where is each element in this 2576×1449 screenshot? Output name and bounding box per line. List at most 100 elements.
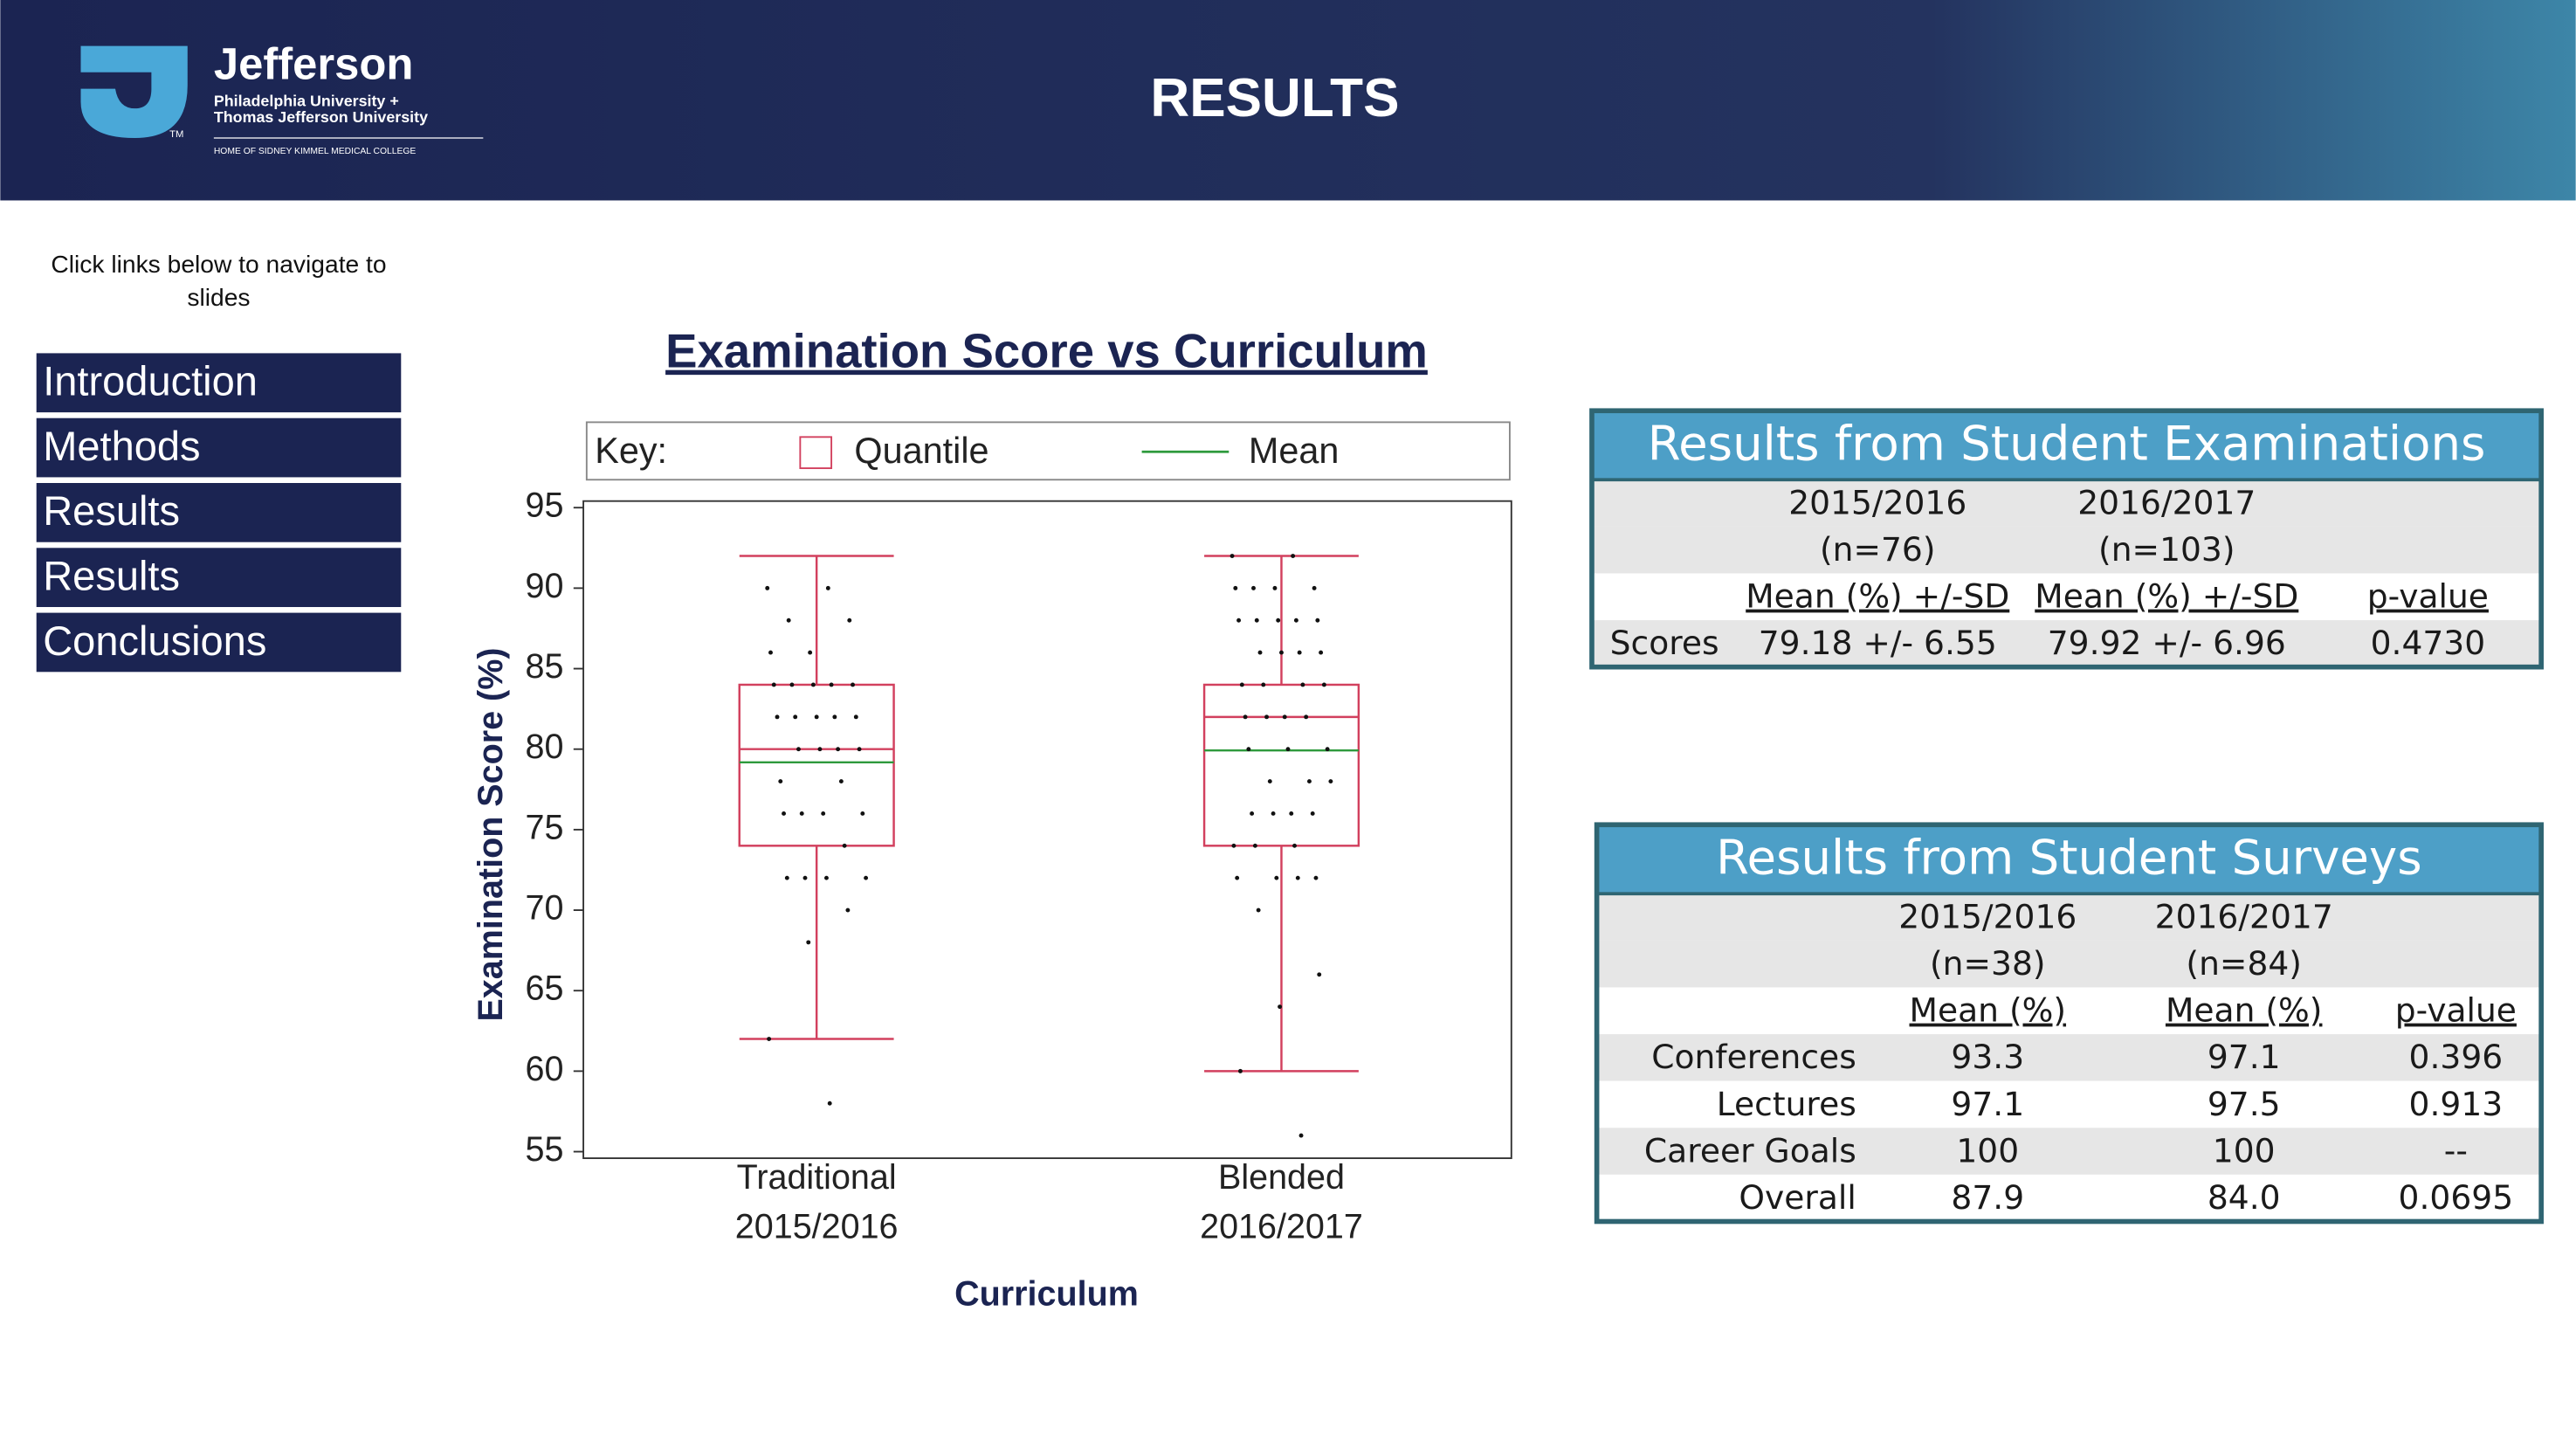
nav-link[interactable]: Introduction [36,353,402,413]
data-point [1254,618,1259,623]
table-header: (n=76) [1820,530,1936,569]
table-border [1589,408,2544,670]
data-point [1292,843,1297,848]
data-point [1231,843,1236,848]
data-point [1297,650,1302,655]
legend-box [585,421,1511,481]
table-row-bg [1591,526,2542,574]
data-point [1313,875,1319,880]
table-row-label: Scores [1610,624,1719,662]
table-cell: 100 [2213,1131,2276,1170]
legend-label: Mean [1249,431,1340,471]
nav-link-bg[interactable] [36,417,402,478]
table-row-bg [1591,573,2542,621]
results-table: Results from Student Examinations 2015/20… [1589,408,2544,670]
x-axis-label: Curriculum [954,1275,1139,1314]
data-point [827,1101,832,1106]
table-title: Results from Student Surveys [1716,830,2422,886]
data-point [1278,1004,1283,1010]
data-point [1246,747,1251,752]
y-tick-label: 80 [526,728,564,766]
nav-link-label[interactable]: Results [43,487,180,534]
y-tick-label: 70 [526,888,564,927]
table-row-bg [1596,987,2542,1035]
table-cell: 0.0695 [2399,1178,2514,1217]
nav-link[interactable]: Results [36,548,402,608]
nav-link-bg[interactable] [36,612,402,673]
table-row-label: Conferences [1651,1038,1856,1076]
data-point [1274,875,1279,880]
data-point [832,714,837,720]
data-point [793,714,798,720]
table-cell: 0.4730 [2371,624,2486,662]
table-header: (n=103) [2098,530,2235,569]
table-cell: 79.92 +/- 6.96 [2048,624,2286,662]
y-tick-label: 85 [526,647,564,686]
data-point [802,875,808,880]
data-point [808,650,813,655]
nav-note: Click links below to navigate to slides [51,251,387,313]
data-point [806,940,811,945]
data-point [1250,811,1255,816]
data-point [1293,618,1298,623]
nav-link-bg[interactable] [36,548,402,608]
data-point [1328,779,1333,784]
nav-link-label[interactable]: Results [43,552,180,598]
data-point [1282,714,1287,720]
nav-link-label[interactable]: Conclusions [43,618,266,664]
logo-icon [80,45,188,138]
logo-tm: TM [169,129,183,140]
box [1202,683,1360,847]
nav-note-box: Click links below to navigate to slides [51,251,387,313]
data-point [1285,747,1291,752]
table-row-label: Lectures [1717,1085,1856,1123]
table-header: 2015/2016 [1898,897,2077,935]
data-point [784,875,789,880]
logo-name: Jefferson [214,39,414,89]
nav-link-bg[interactable] [36,353,402,413]
table-row-bg [1596,1080,2542,1128]
table-row-label: Career Goals [1644,1131,1856,1170]
data-point [1300,682,1305,687]
y-tick-label: 55 [526,1130,564,1169]
table-header: Mean (%) [1910,991,2067,1030]
table-row-bg [1596,894,2542,941]
table-header: 2015/2016 [1788,483,1966,521]
nav-link-label[interactable]: Methods [43,423,200,469]
data-point [1298,1133,1304,1138]
x-tick-label: Blended [1218,1158,1345,1197]
table-cell: 93.3 [1951,1038,2024,1076]
data-point [1317,972,1322,977]
data-point [1312,585,1317,590]
data-point [817,747,823,752]
data-point [810,682,816,687]
data-point [824,875,829,880]
table-cell: 0.913 [2409,1085,2504,1123]
table-cell: -- [2444,1131,2468,1170]
tables: Results from Student Examinations 2015/20… [1589,408,2544,1225]
nav-link[interactable]: Results [36,483,402,542]
data-point [860,811,865,816]
legend-title: Key: [595,431,667,471]
data-point [1315,618,1320,623]
data-point [864,875,869,880]
table-cell: 87.9 [1951,1178,2024,1217]
nav-link-label[interactable]: Introduction [43,358,258,404]
nav: Introduction Methods Results Results Conclus… [36,353,402,673]
chart: 55 60 65 70 75 80 85 90 95 Examination Score (%) C… [472,421,1512,1314]
data-point [1325,747,1330,752]
data-point [836,747,841,752]
nav-link-bg[interactable] [36,483,402,542]
data-point [853,714,858,720]
data-point [1252,843,1257,848]
nav-link[interactable]: Conclusions [36,612,402,673]
y-axis-label: Examination Score (%) [472,648,510,1022]
y-tick-label: 95 [526,486,564,525]
table-row-bg [1596,940,2542,988]
table-header: (n=84) [2186,944,2302,983]
data-point [1257,650,1263,655]
logo-line: Thomas Jefferson University [214,108,428,126]
data-point [829,682,834,687]
nav-link[interactable]: Methods [36,417,402,478]
table-cell: 79.18 +/- 6.55 [1759,624,1997,662]
